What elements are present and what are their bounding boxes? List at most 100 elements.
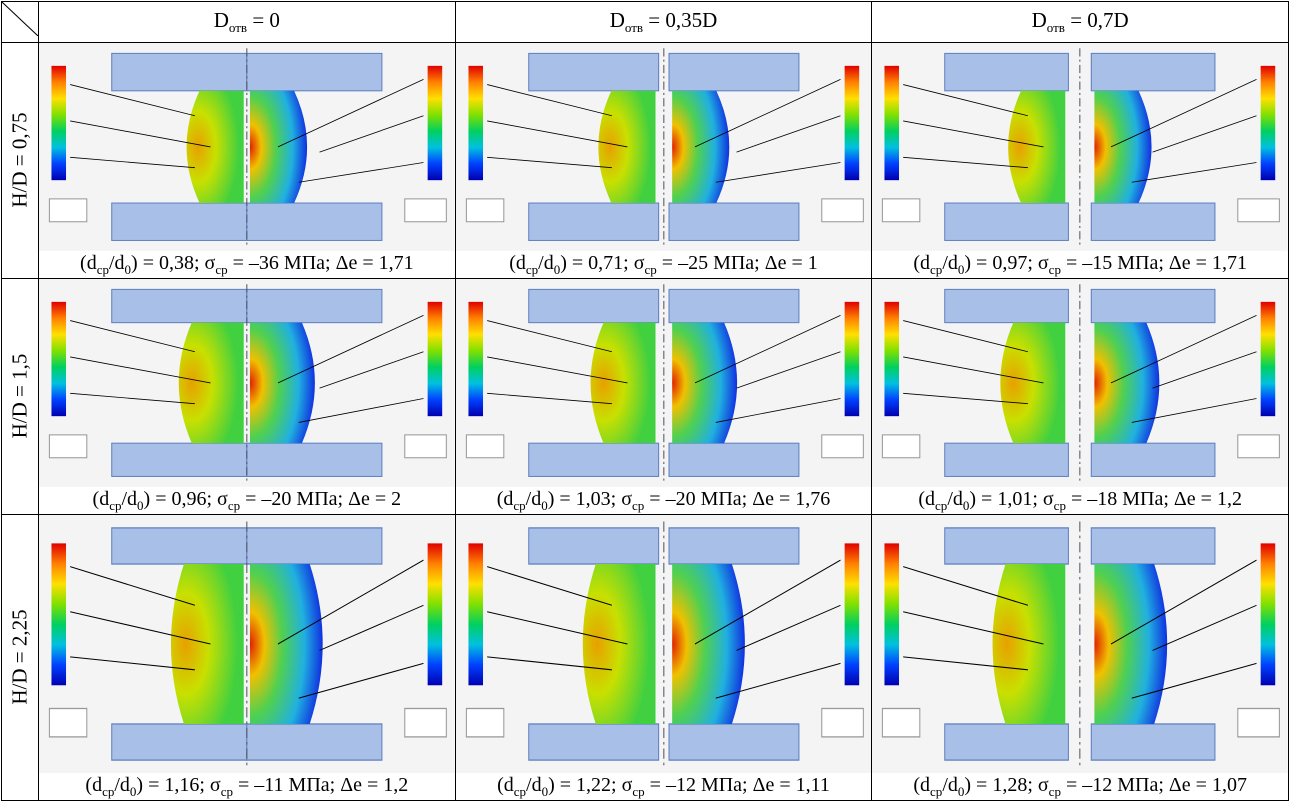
die bbox=[528, 53, 658, 90]
label: = bbox=[650, 774, 661, 796]
die bbox=[247, 289, 382, 322]
ratio-value: 1,03 bbox=[576, 488, 611, 510]
die bbox=[112, 443, 247, 476]
range-box bbox=[405, 435, 447, 458]
subscript: ср bbox=[632, 498, 644, 513]
label: ; σ bbox=[194, 252, 215, 274]
label: /d bbox=[538, 252, 554, 274]
range-box bbox=[1238, 708, 1280, 736]
subscript: ср bbox=[1054, 498, 1066, 513]
label: ; σ bbox=[611, 488, 632, 510]
label: ; σ bbox=[1027, 774, 1048, 796]
workpiece-left bbox=[993, 564, 1066, 724]
subscript: ср bbox=[935, 498, 947, 513]
die bbox=[247, 53, 382, 90]
symbol: D bbox=[1032, 8, 1047, 32]
workpiece-left bbox=[1001, 322, 1066, 443]
workpiece-right bbox=[250, 564, 323, 724]
stress-value: –12 bbox=[1082, 774, 1112, 796]
die bbox=[112, 528, 247, 564]
row-label-cell: H/D = 2,25 bbox=[2, 514, 39, 800]
equation: = 0,35D bbox=[648, 8, 717, 32]
workpiece-right bbox=[250, 322, 315, 443]
subscript: ср bbox=[215, 262, 227, 277]
stress-value: –18 bbox=[1087, 488, 1117, 510]
strain-value: 1,11 bbox=[796, 774, 830, 796]
cell-content: (dср/d0) = 1,03; σср = –20 МПа; Δe = 1,7… bbox=[456, 279, 872, 514]
table-row: H/D = 2,25(dср/d0) = 1,16; σср = –11 МПа… bbox=[2, 514, 1289, 800]
colorbar bbox=[428, 66, 443, 180]
ratio-value: 0,71 bbox=[588, 252, 623, 274]
die bbox=[669, 53, 799, 90]
die bbox=[945, 203, 1069, 240]
ratio-value: 0,97 bbox=[992, 252, 1027, 274]
die bbox=[945, 289, 1069, 322]
label: = bbox=[1066, 252, 1077, 274]
colorbar bbox=[51, 66, 66, 180]
strain-value: 1 bbox=[808, 252, 818, 274]
label: ; σ bbox=[1032, 488, 1053, 510]
colorbar bbox=[844, 66, 859, 180]
range-box bbox=[405, 199, 447, 222]
label: Δe = bbox=[765, 252, 803, 274]
result-cell: (dср/d0) = 0,71; σср = –25 МПа; Δe = 1 bbox=[455, 43, 872, 279]
label: ; σ bbox=[611, 774, 632, 796]
label: ; σ bbox=[199, 774, 220, 796]
range-box bbox=[466, 708, 503, 736]
label: /d bbox=[526, 488, 542, 510]
colorbar bbox=[885, 543, 900, 685]
stress-value: –11 bbox=[254, 774, 283, 796]
cell-content: (dср/d0) = 0,96; σср = –20 МПа; Δe = 2 bbox=[39, 279, 455, 514]
die bbox=[247, 724, 382, 760]
label: /d bbox=[109, 252, 125, 274]
ratio-value: 1,01 bbox=[997, 488, 1032, 510]
label: Δe = bbox=[340, 774, 378, 796]
subscript: ср bbox=[930, 784, 942, 799]
die bbox=[112, 289, 247, 322]
die bbox=[528, 289, 658, 322]
range-box bbox=[466, 435, 503, 458]
die bbox=[528, 203, 658, 240]
colorbar bbox=[844, 543, 859, 685]
die bbox=[1092, 528, 1216, 564]
workpiece-left bbox=[179, 322, 244, 443]
die bbox=[528, 443, 658, 476]
workpiece-right bbox=[672, 91, 729, 203]
ratio-value: 0,96 bbox=[172, 488, 207, 510]
result-cell: (dср/d0) = 0,38; σср = –36 МПа; Δe = 1,7… bbox=[39, 43, 456, 279]
range-box bbox=[883, 435, 920, 458]
label: ) = bbox=[136, 774, 159, 796]
die bbox=[945, 443, 1069, 476]
strain-value: 1,07 bbox=[1212, 774, 1247, 796]
simulation-picture bbox=[456, 43, 872, 251]
ratio-value: 0,38 bbox=[159, 252, 194, 274]
simulation-picture bbox=[872, 515, 1288, 773]
range-box bbox=[49, 708, 86, 736]
unit: МПа; bbox=[701, 488, 748, 510]
die bbox=[112, 203, 247, 240]
unit: МПа; bbox=[1117, 774, 1164, 796]
column-header: Dотв = 0,7D bbox=[872, 2, 1289, 43]
symbol: D bbox=[214, 8, 229, 32]
workpiece-left bbox=[171, 564, 244, 724]
row-label-cell: H/D = 0,75 bbox=[2, 43, 39, 279]
workpiece-left bbox=[590, 322, 655, 443]
colorbar bbox=[1261, 302, 1276, 416]
range-box bbox=[1238, 435, 1280, 458]
ratio-value: 1,16 bbox=[164, 774, 199, 796]
workpiece-right bbox=[672, 564, 745, 724]
stress-value: –25 bbox=[678, 252, 708, 274]
column-header: Dотв = 0,35D bbox=[455, 2, 872, 43]
range-box bbox=[821, 708, 863, 736]
workpiece-left bbox=[582, 564, 655, 724]
label: /d bbox=[121, 488, 137, 510]
unit: МПа; bbox=[1117, 252, 1164, 274]
label: Δe = bbox=[348, 488, 386, 510]
page: Dотв = 0Dотв = 0,35DDотв = 0,7D H/D = 0,… bbox=[0, 1, 1290, 747]
subscript: отв bbox=[229, 20, 247, 35]
caption: (dср/d0) = 1,16; σср = –11 МПа; Δe = 1,2 bbox=[39, 773, 455, 800]
table-row: H/D = 0,75(dср/d0) = 0,38; σср = –36 МПа… bbox=[2, 43, 1289, 279]
die bbox=[528, 724, 658, 760]
subscript: ср bbox=[645, 262, 657, 277]
